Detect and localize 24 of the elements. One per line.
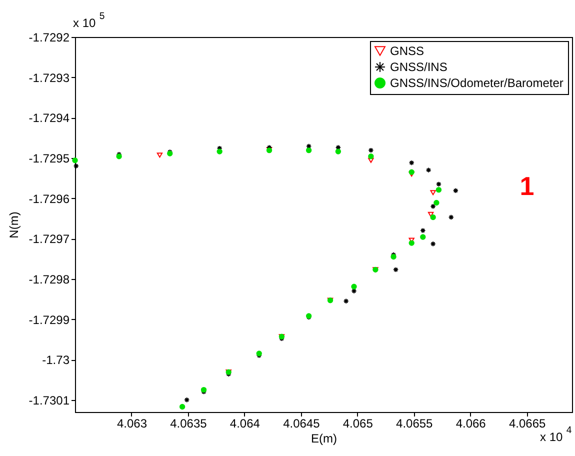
x-tick-label: 4.0645 bbox=[283, 416, 320, 430]
y-tick-label: -1.7293 bbox=[28, 70, 70, 85]
y-tick-label: -1.7297 bbox=[28, 232, 70, 246]
y-tick-label: -1.7301 bbox=[28, 393, 70, 408]
x-tick-label: 4.0635 bbox=[170, 416, 208, 430]
y-tick-label: -1.7296 bbox=[28, 192, 70, 206]
y-tick-label: -1.7294 bbox=[28, 111, 70, 126]
x-tick-label: 4.066 bbox=[456, 416, 486, 430]
x-tick-label: 4.0655 bbox=[396, 416, 434, 430]
y-axis-title: N(m) bbox=[6, 212, 21, 238]
y-tick-label: -1.7298 bbox=[28, 272, 70, 286]
annotation: 1 bbox=[520, 171, 534, 201]
y-tick-label: -1.7295 bbox=[28, 151, 70, 166]
legend-label: GNSS/INS bbox=[390, 60, 448, 74]
y-tick-label: -1.7299 bbox=[28, 312, 70, 327]
legend-label: GNSS bbox=[390, 44, 424, 58]
x-tick-label: 4.063 bbox=[116, 416, 148, 430]
legend-label: GNSS/INS/Odometer/Barometer bbox=[390, 76, 564, 90]
x-tick-label: 4.064 bbox=[230, 416, 260, 430]
y-tick-label: -1.7292 bbox=[28, 30, 70, 44]
y-tick-label: -1.73 bbox=[42, 353, 70, 368]
x-tick-label: 4.065 bbox=[342, 416, 374, 430]
x-axis-title: E(m) bbox=[311, 432, 337, 446]
x-tick-label: 4.0665 bbox=[508, 416, 546, 430]
